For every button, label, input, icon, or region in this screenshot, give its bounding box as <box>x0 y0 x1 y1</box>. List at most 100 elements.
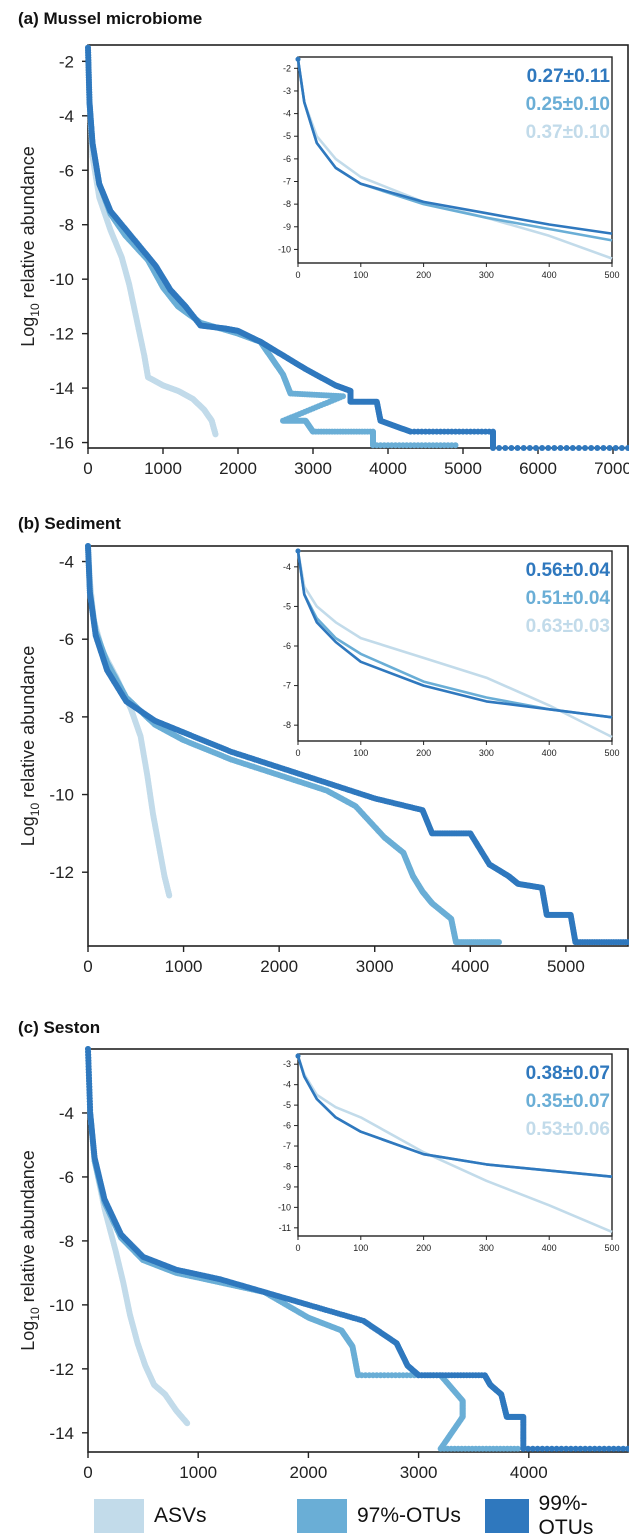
inset-x-tick-label: 300 <box>479 270 494 280</box>
y-axis-label: Log10 relative abundance <box>18 146 42 347</box>
data-point-otu99 <box>582 1445 589 1452</box>
x-tick-label: 1000 <box>179 1463 217 1482</box>
data-point-otu99 <box>594 445 601 451</box>
y-tick-label: -12 <box>49 863 74 882</box>
y-tick-label: -8 <box>59 708 74 727</box>
inset-x-tick-label: 400 <box>542 270 557 280</box>
data-point-otu99 <box>577 1445 584 1452</box>
series-otu99 <box>85 543 629 946</box>
data-point-otu99 <box>508 445 515 451</box>
data-point-otu99 <box>572 1445 579 1452</box>
inset-y-tick-label: -8 <box>283 199 291 209</box>
data-point-otu99 <box>525 1445 532 1452</box>
inset-x-tick-label: 200 <box>416 270 431 280</box>
inset-start-point-otu99 <box>295 56 301 62</box>
data-point-otu99 <box>588 445 595 451</box>
y-tick-label: -10 <box>49 270 74 289</box>
data-point-otu99 <box>605 1445 612 1452</box>
data-point-otu99 <box>548 1445 555 1452</box>
data-point-otu99 <box>532 445 539 451</box>
inset-y-tick-label: -6 <box>283 641 291 651</box>
inset-x-tick-label: 500 <box>604 270 619 280</box>
x-tick-label: 0 <box>83 1463 92 1482</box>
inset-x-tick-label: 400 <box>542 748 557 758</box>
inset-x-tick-label: 100 <box>353 748 368 758</box>
inset-x-tick-label: 200 <box>416 748 431 758</box>
data-point-otu99 <box>563 1445 570 1452</box>
x-tick-label: 0 <box>83 459 92 478</box>
data-point-otu99 <box>600 445 607 451</box>
data-point-otu99 <box>591 1445 598 1452</box>
data-point-otu99 <box>606 445 613 451</box>
x-tick-label: 7000 <box>594 459 629 478</box>
x-tick-label: 5000 <box>444 459 482 478</box>
inset-y-tick-label: -4 <box>283 1080 291 1090</box>
inset-frame <box>297 1053 613 1237</box>
series-asv <box>85 44 219 438</box>
x-tick-label: 4000 <box>369 459 407 478</box>
data-point-otu99 <box>610 1445 617 1452</box>
data-point-otu99 <box>615 1445 622 1452</box>
y-axis-label: Log10 relative abundance <box>18 1150 42 1351</box>
inset-y-tick-label: -10 <box>278 1202 291 1212</box>
inset-x-tick-label: 0 <box>295 1243 300 1253</box>
x-tick-label: 2000 <box>289 1463 327 1482</box>
inset-frame <box>297 56 613 264</box>
data-point-otu99 <box>502 445 509 451</box>
data-point-otu99 <box>586 1445 593 1452</box>
data-point-asv <box>184 1420 191 1427</box>
inset-annotation-otu97: 0.25±0.10 <box>526 94 610 115</box>
data-point-otu99 <box>620 1445 627 1452</box>
data-point-otu99 <box>582 445 589 451</box>
inset-series-otu99 <box>296 59 613 235</box>
data-point-otu99 <box>544 1445 551 1452</box>
inset-x-tick-label: 200 <box>416 1243 431 1253</box>
data-point-otu99 <box>490 445 496 451</box>
legend-item-asv: ASVs <box>94 1496 207 1536</box>
plot-frame <box>87 1048 629 1453</box>
y-tick-label: -10 <box>49 786 74 805</box>
data-point-otu99 <box>625 939 629 946</box>
inset-y-tick-label: -3 <box>283 86 291 96</box>
inset-y-tick-label: -5 <box>283 1100 291 1110</box>
y-tick-label: -10 <box>49 1296 74 1315</box>
y-tick-label: -16 <box>49 434 74 453</box>
panel-0: (a) Mussel microbiome Log10 relative abun… <box>18 9 629 478</box>
inset-series-otu99 <box>296 550 613 719</box>
panel-title: (a) Mussel microbiome <box>18 9 202 28</box>
inset-annotation-otu99: 0.38±0.07 <box>526 1063 610 1084</box>
data-point-otu99 <box>567 1445 574 1452</box>
inset-x-tick-label: 0 <box>295 748 300 758</box>
data-point-otu97 <box>514 1445 521 1452</box>
legend-label-otu99: 99%-OTUs <box>538 1492 594 1539</box>
x-tick-label: 3000 <box>400 1463 438 1482</box>
inset-x-tick-label: 100 <box>353 1243 368 1253</box>
inset-x-tick-label: 400 <box>542 1243 557 1253</box>
data-point-otu99 <box>563 445 570 451</box>
data-point-otu99 <box>625 445 629 451</box>
y-tick-label: -4 <box>59 553 74 572</box>
data-point-otu99 <box>529 1445 536 1452</box>
inset-annotation-otu99: 0.27±0.11 <box>527 66 611 87</box>
panel-1: (b) Sediment Log10 relative abundance 0 100… <box>18 514 629 976</box>
data-point-otu99 <box>625 1445 629 1452</box>
y-tick-label: -12 <box>49 1360 74 1379</box>
data-point-asv <box>212 431 219 438</box>
y-tick-label: -8 <box>59 1232 74 1251</box>
inset-series-asv <box>296 550 613 739</box>
inset-panel: 0 100 200 300 400 500 -2 -3 -4 -5 -6 -7 -8 -9 -10 0.27±… <box>278 56 620 280</box>
inset-x-tick-label: 100 <box>353 270 368 280</box>
inset-y-tick-label: -4 <box>283 562 291 572</box>
y-tick-label: -6 <box>59 161 74 180</box>
x-tick-label: 4000 <box>510 1463 548 1482</box>
data-point-otu99 <box>596 1445 603 1452</box>
legend-item-otu99: 99%-OTUs <box>485 1492 629 1539</box>
inset-annotation-otu97: 0.51±0.04 <box>526 588 611 609</box>
inset-y-tick-label: -10 <box>278 244 291 254</box>
data-point-otu99 <box>551 445 558 451</box>
inset-y-tick-label: -4 <box>283 109 291 119</box>
inset-y-tick-label: -9 <box>283 222 291 232</box>
legend-swatch-otu99 <box>485 1499 529 1533</box>
